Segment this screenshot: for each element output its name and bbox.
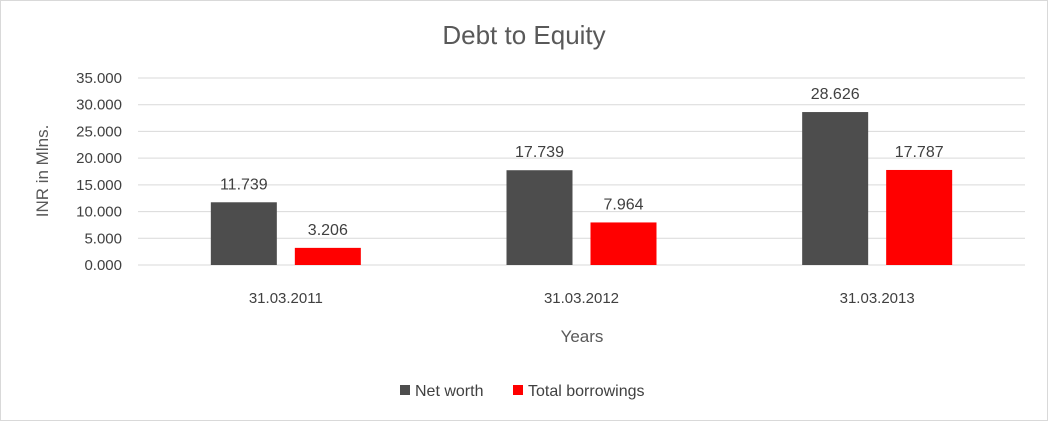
legend-swatch (400, 385, 410, 395)
bar-net-worth (802, 112, 869, 265)
bar-net-worth (210, 202, 277, 265)
bars (210, 112, 953, 265)
legend-swatch (513, 385, 523, 395)
y-axis-title: INR in Mlns. (33, 125, 52, 218)
x-tick-label: 31.03.2013 (840, 290, 915, 307)
data-label: 17.739 (515, 144, 564, 161)
data-label: 17.787 (895, 144, 944, 161)
data-label: 3.206 (308, 222, 348, 239)
gridlines (138, 77, 1025, 266)
bar-total-borrowings (590, 222, 657, 265)
data-label: 7.964 (603, 196, 643, 213)
y-tick-label: 25.000 (76, 123, 122, 140)
data-labels: 11.739 3.206 17.739 7.964 28.626 17.787 (220, 86, 944, 239)
x-tick-label: 31.03.2011 (249, 290, 323, 307)
x-tick-labels: 31.03.2011 31.03.2012 31.03.2013 (249, 290, 915, 307)
x-axis-title: Years (561, 327, 604, 346)
bar-net-worth (506, 170, 573, 265)
y-tick-label: 20.000 (76, 150, 122, 167)
y-tick-label: 5.000 (84, 230, 122, 247)
y-tick-label: 15.000 (76, 177, 122, 194)
legend: Net worth Total borrowings (400, 383, 645, 400)
x-tick-label: 31.03.2012 (544, 290, 619, 307)
bar-total-borrowings (886, 169, 953, 265)
y-tick-label: 10.000 (76, 204, 122, 221)
data-label: 28.626 (811, 86, 860, 103)
legend-label: Total borrowings (528, 383, 645, 400)
y-tick-labels: 0.000 5.000 10.000 15.000 20.000 25.000 30.000… (76, 70, 122, 274)
chart-title: Debt to Equity (442, 20, 606, 50)
data-label: 11.739 (220, 176, 268, 193)
legend-label: Net worth (415, 383, 483, 400)
y-tick-label: 0.000 (84, 257, 122, 274)
y-tick-label: 35.000 (76, 70, 122, 87)
y-tick-label: 30.000 (76, 97, 122, 114)
bar-total-borrowings (294, 247, 361, 265)
